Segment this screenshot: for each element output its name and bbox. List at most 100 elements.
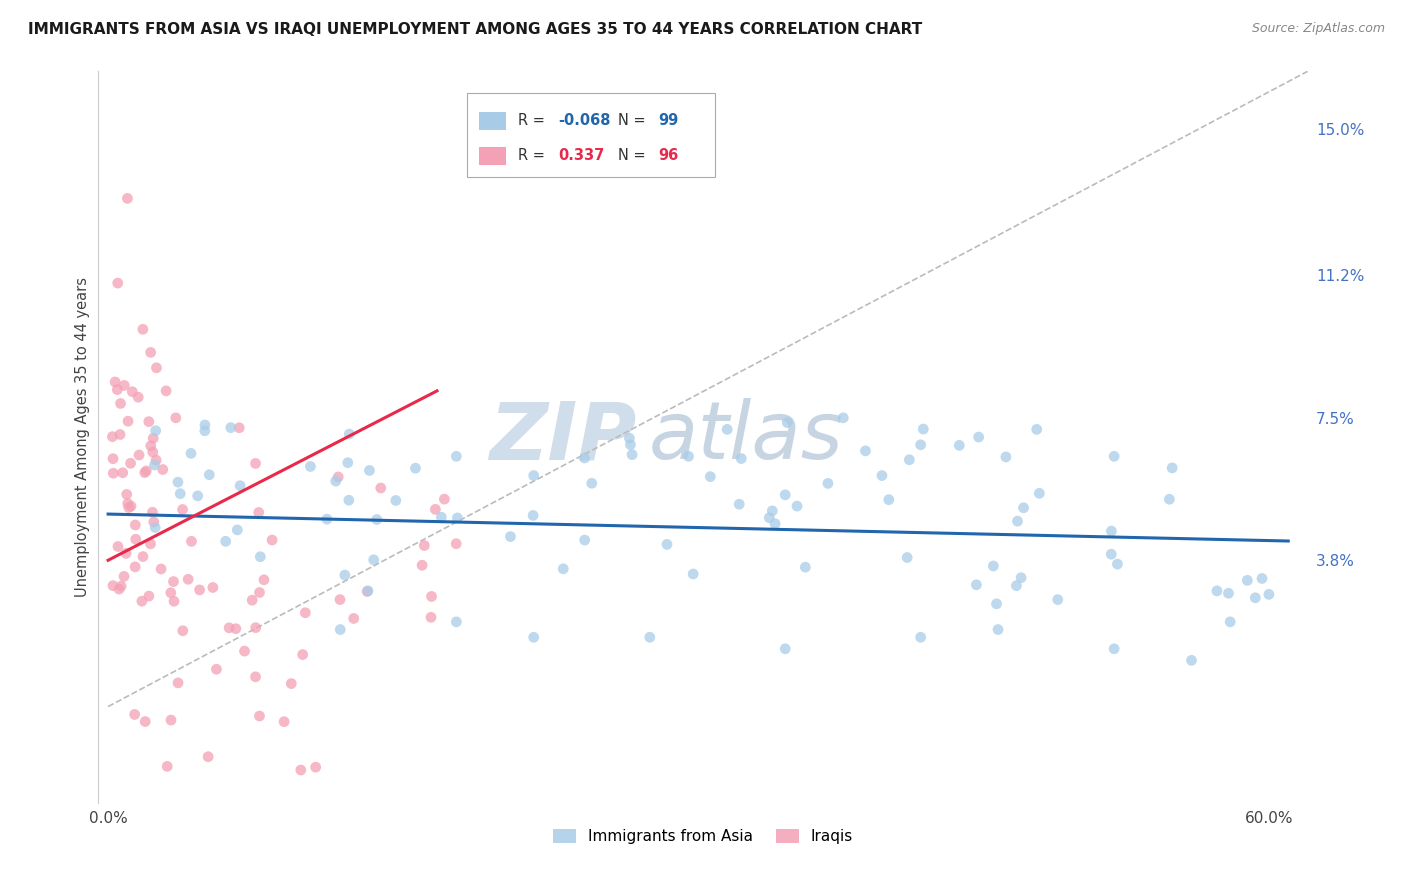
Point: [817, 476, 839, 491]
Point: [870, 468, 893, 483]
Point: [444, 537, 467, 551]
Point: [786, 499, 808, 513]
Point: [363, 553, 385, 567]
Point: [1107, 557, 1129, 571]
Point: [134, 466, 156, 480]
Point: [139, 345, 162, 359]
Point: [139, 537, 162, 551]
Point: [1206, 583, 1229, 598]
Point: [229, 479, 252, 493]
Point: [194, 417, 217, 432]
Y-axis label: Unemployment Among Ages 35 to 44 years: Unemployment Among Ages 35 to 44 years: [75, 277, 90, 597]
Point: [124, 707, 146, 722]
Point: [201, 581, 224, 595]
Point: [115, 546, 138, 560]
Point: [420, 590, 443, 604]
Point: [101, 579, 124, 593]
Point: [245, 457, 267, 471]
Point: [619, 438, 641, 452]
Point: [139, 439, 162, 453]
Point: [226, 523, 249, 537]
Point: [253, 573, 276, 587]
Point: [896, 550, 918, 565]
Point: [678, 450, 700, 464]
Point: [1010, 571, 1032, 585]
Point: [855, 443, 877, 458]
Point: [145, 360, 167, 375]
Text: N =: N =: [619, 112, 651, 128]
Text: N =: N =: [619, 148, 651, 163]
Point: [425, 502, 447, 516]
Point: [910, 630, 932, 644]
Point: [124, 560, 146, 574]
Text: -0.068: -0.068: [558, 112, 610, 128]
Point: [1099, 524, 1122, 538]
Point: [621, 448, 644, 462]
Point: [127, 390, 149, 404]
Point: [112, 569, 135, 583]
Point: [134, 714, 156, 729]
Point: [343, 611, 366, 625]
Point: [430, 510, 453, 524]
Point: [143, 520, 166, 534]
Point: [761, 504, 783, 518]
Point: [233, 644, 256, 658]
Point: [165, 410, 187, 425]
Point: [107, 540, 129, 554]
Point: [262, 533, 284, 547]
Point: [682, 566, 704, 581]
Point: [499, 530, 522, 544]
Point: [249, 549, 271, 564]
Text: atlas: atlas: [648, 398, 844, 476]
Point: [1012, 500, 1035, 515]
Point: [108, 582, 131, 596]
Point: [333, 568, 356, 582]
Point: [898, 452, 921, 467]
Point: [103, 466, 125, 480]
Point: [316, 512, 339, 526]
Point: [142, 515, 165, 529]
Point: [249, 709, 271, 723]
Point: [832, 410, 855, 425]
Point: [162, 574, 184, 589]
Point: [1180, 653, 1202, 667]
Point: [912, 422, 935, 436]
Point: [794, 560, 817, 574]
Point: [699, 469, 721, 483]
Point: [329, 623, 352, 637]
Point: [357, 583, 380, 598]
Text: 96: 96: [658, 148, 679, 163]
Point: [280, 676, 302, 690]
Point: [118, 500, 141, 515]
Point: [716, 422, 738, 436]
Point: [124, 518, 146, 533]
Point: [328, 470, 350, 484]
Point: [1102, 450, 1125, 464]
Point: [385, 493, 408, 508]
Point: [138, 415, 160, 429]
Point: [948, 438, 970, 452]
Point: [446, 450, 468, 464]
Point: [411, 558, 433, 573]
Point: [1102, 641, 1125, 656]
Point: [141, 505, 163, 519]
Point: [325, 474, 347, 488]
Point: [132, 322, 155, 336]
Point: [1219, 615, 1241, 629]
Point: [115, 487, 138, 501]
Point: [1244, 591, 1267, 605]
Point: [420, 610, 443, 624]
Point: [218, 621, 240, 635]
Point: [1099, 547, 1122, 561]
Point: [245, 621, 267, 635]
Point: [155, 384, 177, 398]
Point: [142, 431, 165, 445]
Point: [655, 537, 678, 551]
Point: [1159, 492, 1181, 507]
Point: [773, 641, 796, 656]
Point: [110, 579, 132, 593]
Point: [160, 713, 183, 727]
Text: 0.337: 0.337: [558, 148, 605, 163]
Point: [638, 630, 661, 644]
Point: [143, 458, 166, 472]
